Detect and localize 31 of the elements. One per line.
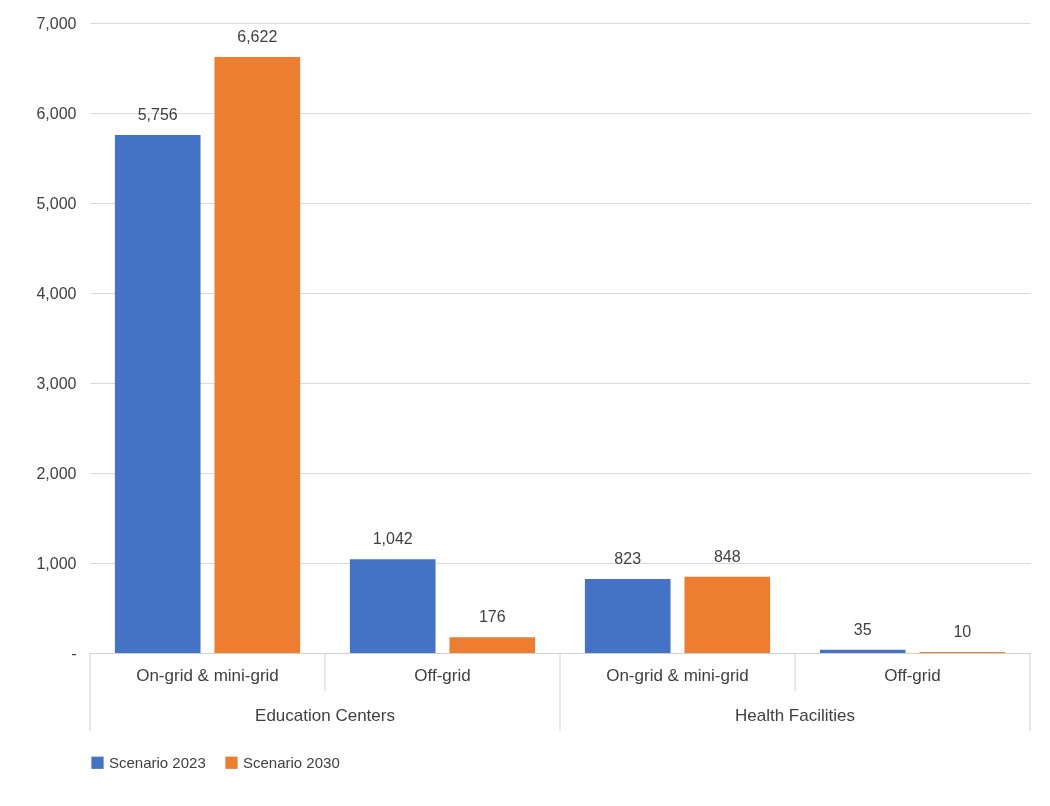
data-label: 5,756 [137,105,178,123]
x-tick-label: On-grid & mini-grid [136,665,279,685]
bar [349,559,436,653]
x-tick-label: Off-grid [414,665,471,685]
y-tick-label: - [71,644,77,662]
data-label: 823 [614,549,642,567]
text: Education Centers [255,706,395,725]
y-tick-label: 2,000 [36,464,77,482]
data-label: 6,622 [237,28,278,46]
bar [214,57,301,653]
bar [114,134,201,653]
y-tick-label: 6,000 [36,104,77,122]
bar [684,576,771,653]
data-label: 1,042 [372,530,413,548]
data-label: 35 [853,620,872,638]
bar [584,578,671,653]
legend-label: Scenario 2030 [243,753,340,771]
data-label: 848 [713,547,741,565]
bar [449,637,536,653]
y-tick-label: 7,000 [36,14,77,32]
y-tick-label: 3,000 [36,374,77,392]
text: Health Facilities [735,706,855,725]
y-tick-label: 4,000 [36,284,77,302]
data-label: 176 [478,608,506,626]
legend-label: Scenario 2023 [109,753,206,771]
x-tick-label: On-grid & mini-grid [606,665,749,685]
y-tick-label: 1,000 [36,554,77,572]
y-tick-label: 5,000 [36,194,77,212]
x-tick-label: Off-grid [884,665,941,685]
bar [819,649,906,653]
data-label: 10 [953,623,972,641]
